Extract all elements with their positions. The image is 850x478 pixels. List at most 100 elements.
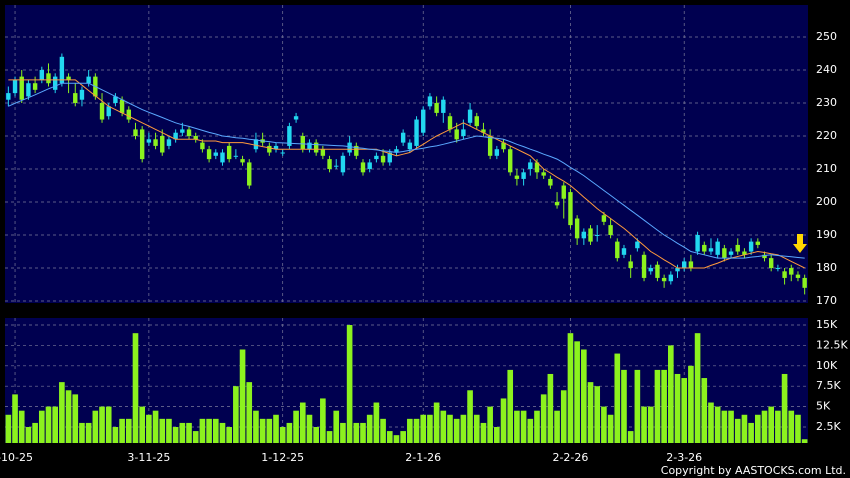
candle-body: [702, 244, 707, 252]
x-tick-label: 2-3-26: [666, 451, 702, 464]
volume-bar: [507, 369, 514, 443]
volume-bar: [286, 422, 293, 443]
volume-bar: [768, 406, 775, 443]
candle-body: [481, 129, 486, 133]
candle-body: [79, 89, 85, 100]
candle-body: [334, 165, 339, 167]
candle-body: [568, 192, 573, 226]
candle-body: [722, 248, 727, 259]
candle-body: [521, 172, 526, 179]
volume-bar: [494, 427, 500, 443]
volume-bar: [647, 406, 654, 443]
candle-body: [407, 142, 413, 150]
volume-bar: [440, 410, 447, 443]
volume-bar: [119, 418, 125, 443]
candle-body: [675, 268, 680, 272]
candle-body: [467, 109, 473, 123]
volume-bar: [79, 422, 85, 443]
volume-bar: [139, 406, 145, 443]
volume-bar: [795, 414, 801, 443]
volume-bar: [688, 365, 694, 443]
candle-body: [12, 79, 18, 94]
candle-body: [608, 225, 613, 236]
volume-bar: [681, 378, 688, 443]
candle-body: [6, 93, 11, 100]
volume-bar: [366, 414, 373, 443]
volume-bar: [634, 369, 641, 443]
x-tick-label: 2-1-26: [405, 451, 441, 464]
volume-bar: [540, 394, 547, 443]
candle-body: [501, 142, 506, 150]
candle-body: [153, 139, 158, 146]
y-tick-label: 230: [816, 96, 837, 109]
volume-bar: [701, 378, 708, 443]
volume-bar: [487, 406, 493, 443]
volume-bar: [467, 390, 473, 443]
candle-body: [474, 116, 479, 127]
volume-bar: [627, 431, 634, 443]
candle-body: [133, 129, 138, 137]
candle-body: [427, 96, 433, 107]
volume-bar: [65, 390, 72, 443]
volume-bar: [212, 418, 219, 443]
candle-body: [106, 106, 111, 117]
candle-body: [400, 132, 406, 143]
candle-body: [554, 202, 560, 206]
candle-body: [447, 116, 453, 130]
candle-body: [668, 274, 674, 282]
candle-body: [755, 241, 761, 245]
volume-bar: [346, 325, 353, 443]
candle-body: [387, 152, 392, 163]
volume-bar: [407, 418, 413, 443]
candle-body: [347, 142, 352, 153]
volume-bar: [186, 422, 192, 443]
candle-body: [648, 268, 653, 272]
y-tick-label: 240: [816, 63, 837, 76]
volume-bar: [755, 414, 761, 443]
candle-body: [26, 83, 31, 97]
volume-bar: [480, 422, 487, 443]
volume-bar: [607, 414, 614, 443]
volume-bar: [105, 406, 112, 443]
candle-body: [293, 116, 299, 120]
candle-body: [682, 261, 687, 269]
candle-body: [715, 241, 720, 255]
candle-body: [494, 149, 500, 156]
volume-bar: [25, 427, 32, 443]
y-tick-label: 250: [816, 30, 837, 43]
candle-body: [213, 152, 218, 156]
volume-bar: [246, 382, 253, 443]
candle-body: [287, 126, 292, 146]
volume-bar: [92, 410, 99, 443]
y-tick-label: 220: [816, 129, 837, 142]
volume-bar: [259, 418, 266, 443]
candle-body: [454, 129, 459, 140]
candle-body: [574, 218, 580, 239]
candle-body: [307, 142, 312, 150]
y-tick-label: 5K: [816, 400, 831, 413]
volume-bar: [400, 431, 406, 443]
candle-body: [742, 251, 747, 255]
volume-bar: [159, 418, 166, 443]
candle-body: [795, 274, 801, 278]
volume-bar: [239, 349, 246, 443]
volume-bar: [152, 410, 159, 443]
y-tick-label: 15K: [816, 318, 838, 331]
volume-bar: [781, 373, 788, 443]
copyright: Copyright by AASTOCKS.com Ltd.: [661, 464, 846, 477]
candle-body: [421, 109, 426, 133]
candle-body: [688, 261, 694, 269]
volume-bar: [554, 410, 560, 443]
volume-bar: [199, 418, 206, 443]
candle-body: [380, 155, 386, 163]
candle-body: [99, 103, 105, 120]
candle-body: [247, 162, 252, 186]
candle-body: [748, 241, 754, 252]
volume-bar: [473, 414, 480, 443]
candle-body: [374, 155, 379, 160]
volume-bar: [581, 349, 587, 443]
volume-bar: [112, 427, 119, 443]
volume-bar: [433, 402, 440, 443]
price-panel: [5, 5, 808, 303]
volume-bar: [353, 422, 360, 443]
